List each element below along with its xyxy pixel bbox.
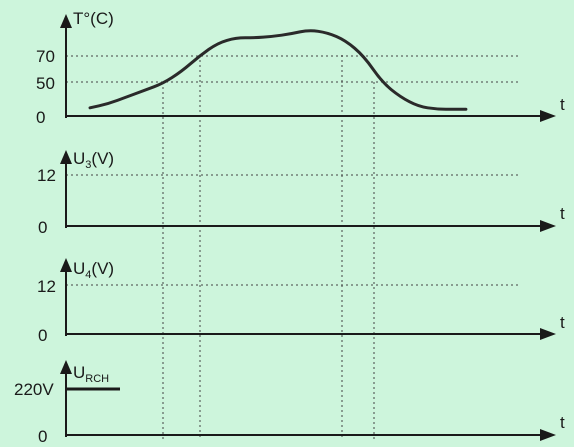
tick-label-0: 0 [38,427,47,446]
x-axis-label: t [560,95,565,114]
y-axis-arrow [60,360,72,374]
x-axis-arrow [540,429,556,441]
x-axis-arrow [540,220,556,232]
panel-u3: U3(V) 12 0 t [37,149,565,237]
event-gridlines [162,55,375,440]
y-axis-arrow [60,150,72,164]
tick-label-220v: 220V [14,380,54,399]
x-axis-label: t [560,413,565,432]
y-axis-label: U3(V) [73,149,114,171]
tick-label-12: 12 [37,166,56,185]
y-axis-arrow [60,14,72,28]
panel-temperature: T°(C) 70 50 0 t [36,9,565,127]
y-axis-arrow [60,258,72,272]
tick-label-0: 0 [36,108,45,127]
tick-label-0: 0 [38,326,47,345]
tick-label-12: 12 [37,277,56,296]
x-axis-arrow [540,110,556,122]
x-axis-arrow [540,328,556,340]
tick-label-0: 0 [38,218,47,237]
x-axis-label: t [560,204,565,223]
y-axis-label: T°(C) [73,9,114,28]
tick-label-50: 50 [36,74,55,93]
panel-u4: U4(V) 12 0 t [37,258,565,345]
tick-label-70: 70 [36,47,55,66]
temperature-curve [88,29,468,111]
y-axis-label: U4(V) [73,259,114,281]
panel-urch: URCH 220V 0 t [14,360,565,446]
x-axis-label: t [560,313,565,332]
y-axis-label: URCH [73,363,109,385]
